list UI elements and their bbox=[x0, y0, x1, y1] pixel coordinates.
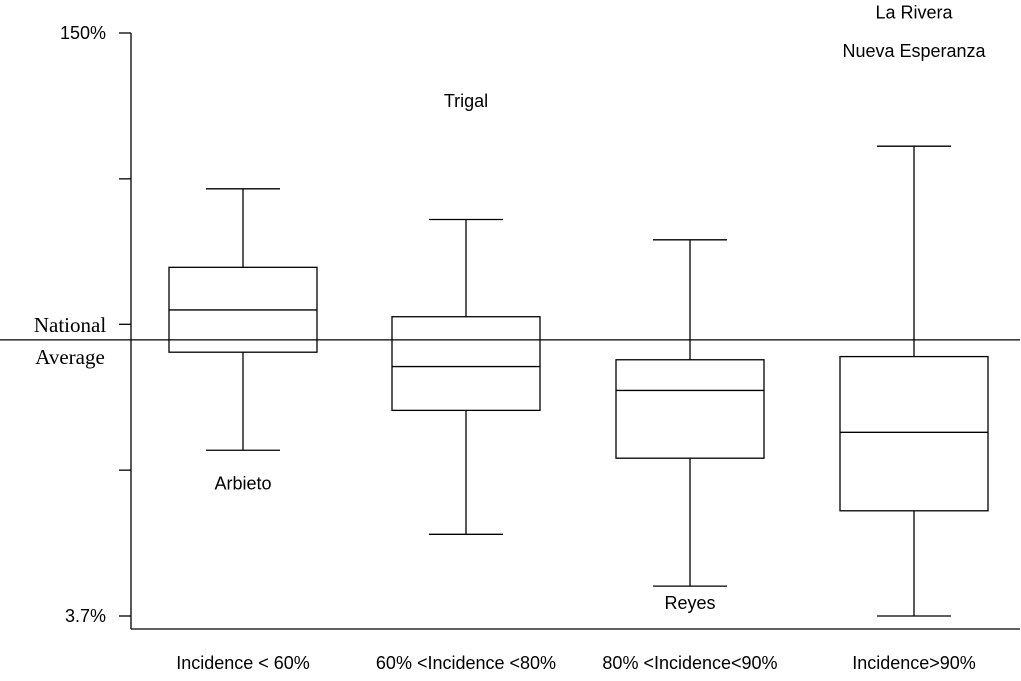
y-tick-label: 3.7% bbox=[65, 606, 106, 626]
interquartile-box bbox=[391, 316, 541, 412]
x-tick-label: Incidence < 60% bbox=[176, 653, 310, 673]
y-tick-label: 150% bbox=[60, 23, 106, 43]
annotation-trigal: Trigal bbox=[444, 91, 488, 111]
box-60-incidence-80 bbox=[391, 218, 541, 535]
box-incidence-90 bbox=[839, 145, 989, 617]
box-incidence-60 bbox=[168, 188, 318, 451]
annotation-nueva-esperanza: Nueva Esperanza bbox=[842, 41, 986, 61]
interquartile-box bbox=[839, 355, 989, 512]
reference-layer: National Average bbox=[0, 313, 1020, 369]
x-tick-label: 80% <Incidence<90% bbox=[602, 653, 777, 673]
x-tick-label: Incidence>90% bbox=[852, 653, 976, 673]
labels-layer: Incidence < 60% 60% <Incidence <80% 80% <I… bbox=[176, 3, 986, 673]
interquartile-box bbox=[615, 359, 765, 459]
boxes-layer bbox=[168, 145, 989, 617]
national-average-label: National Average bbox=[34, 313, 106, 369]
x-tick-label: 60% <Incidence <80% bbox=[376, 653, 556, 673]
box-80-incidence-90 bbox=[615, 239, 765, 587]
annotation-la-rivera: La Rivera bbox=[875, 3, 953, 23]
annotation-arbieto: Arbieto bbox=[214, 473, 271, 493]
annotation-reyes: Reyes bbox=[664, 593, 715, 613]
y-axis: 150% 3.7% bbox=[60, 23, 1020, 630]
